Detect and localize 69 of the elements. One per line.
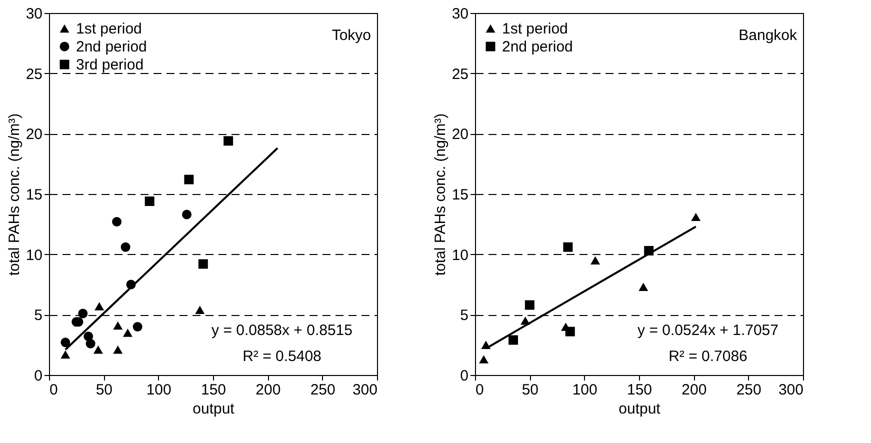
legend-label: 2nd period — [76, 38, 147, 56]
annotation: R² = 0.7086 — [668, 348, 748, 365]
x-tick-label: 150 — [626, 382, 652, 398]
y-tick-label: 15 — [452, 186, 468, 204]
point — [60, 350, 70, 359]
y-tick-label: 15 — [26, 186, 42, 204]
x-tick-label: 50 — [522, 382, 539, 398]
point — [524, 300, 534, 310]
x-axis-title: output — [618, 400, 662, 418]
y-tick-label: 5 — [460, 307, 468, 324]
point — [590, 256, 600, 264]
point — [563, 242, 573, 252]
x-tick-label: 200 — [256, 382, 281, 398]
x-tick-label: 50 — [96, 382, 113, 398]
x-tick-label: 300 — [352, 382, 378, 398]
point — [198, 259, 208, 269]
annotation: Bangkok — [738, 27, 798, 44]
y-tick-label: 20 — [26, 126, 42, 144]
y-tick-label: 20 — [452, 126, 468, 144]
y-tick-label: 10 — [26, 246, 42, 264]
annotation: y = 0.0524x + 1.7057 — [638, 322, 778, 339]
x-tick-label: 250 — [736, 382, 762, 398]
legend-label: 2nd period — [502, 38, 573, 56]
point — [122, 328, 132, 337]
point — [60, 338, 70, 348]
x-axis-title: output — [192, 400, 236, 418]
point — [184, 174, 194, 184]
point — [112, 217, 122, 226]
y-axis-title: total PAHs conc. (ng/m³) — [432, 113, 449, 276]
x-tick-label: 0 — [476, 382, 484, 398]
y-tick-label: 0 — [34, 368, 42, 384]
y-tick-label: 10 — [452, 246, 468, 264]
annotation: Tokyo — [332, 27, 371, 44]
point — [565, 326, 575, 336]
y-tick-label: 25 — [452, 66, 468, 83]
point — [132, 322, 142, 332]
point — [86, 338, 96, 348]
y-tick-label: 5 — [34, 307, 42, 324]
x-tick-label: 200 — [682, 382, 707, 398]
point — [120, 242, 130, 252]
legend-label: 3rd period — [76, 56, 144, 74]
x-tick-label: 250 — [310, 382, 336, 398]
point — [182, 210, 192, 220]
y-tick-label: 25 — [26, 66, 42, 83]
x-tick-label: 300 — [778, 382, 804, 398]
annotation: y = 0.0858x + 0.8515 — [212, 322, 352, 339]
point — [508, 335, 518, 345]
point — [113, 321, 123, 330]
point — [195, 306, 205, 314]
point — [78, 308, 88, 318]
y-tick-label: 30 — [452, 6, 468, 22]
point — [638, 282, 648, 292]
point — [94, 302, 104, 310]
x-tick-label: 100 — [146, 382, 172, 398]
point — [144, 196, 154, 206]
point — [224, 136, 234, 146]
x-tick-label: 0 — [50, 382, 58, 398]
point — [93, 346, 103, 354]
y-axis-title: total PAHs conc. (ng/m³) — [6, 113, 23, 276]
legend-label: 1st period — [76, 20, 142, 38]
point — [479, 355, 488, 364]
point — [691, 212, 701, 222]
x-tick-label: 150 — [200, 382, 226, 398]
y-tick-label: 0 — [460, 368, 468, 384]
point — [113, 346, 123, 354]
y-tick-label: 30 — [26, 6, 42, 22]
legend-label: 1st period — [502, 20, 568, 38]
x-tick-label: 100 — [572, 382, 598, 398]
annotation: R² = 0.5408 — [242, 348, 322, 365]
